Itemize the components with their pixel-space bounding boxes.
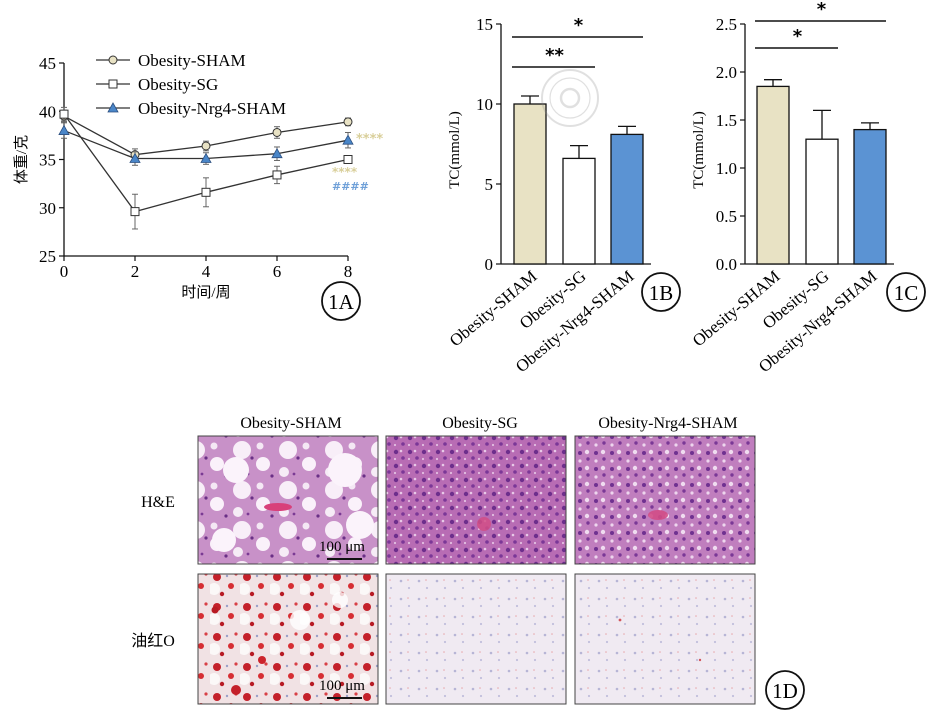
annotation-sham-vs-sg: **** (356, 132, 383, 147)
data-point (272, 170, 282, 180)
panel-1a-y-tick-label: 25 (39, 247, 56, 266)
panel-1b-label-text: 1B (649, 281, 674, 305)
legend-marker (108, 55, 118, 65)
y-tick-label: 0.5 (716, 207, 737, 226)
data-point (342, 134, 354, 145)
y-tick-label: 1.5 (716, 111, 737, 130)
bar-obesity-sg (562, 157, 596, 265)
panel-1b-bars: Obesity-SHAMObesity-SGObesity-Nrg4-SHAM*… (446, 15, 644, 376)
panel-1b-bar-chart: 0 5 10 15 Obesity-SHAMObesity-SGObesity-Nrg… (446, 15, 681, 376)
panel-1c-label-text: 1C (894, 281, 919, 305)
panel-1d-label-text: 1D (772, 679, 798, 703)
y-tick-label: 2.0 (716, 63, 737, 82)
panel-1a-label: 1A (321, 281, 361, 321)
bar-obesity-sham (513, 103, 547, 265)
micrograph-row-label-oil-red-o: 油红O (131, 632, 175, 650)
data-point (201, 141, 211, 151)
panel-1b-y-axis-label: TC(mmol/L) (447, 111, 463, 189)
panel-1b-label: 1B (641, 272, 681, 312)
panel-1d-micrographs: Obesity-SHAM Obesity-SG Obesity-Nrg4-SHA… (131, 415, 805, 710)
panel-1a-legend: Obesity-SHAM Obesity-SG Obesity-Nrg4-SHAM (96, 51, 286, 118)
panel-1a-x-tick-label: 8 (344, 262, 353, 281)
micrograph-he-sham (197, 435, 379, 565)
panel-1a-y-tick-label: 40 (39, 102, 56, 121)
panel-1a-y-tick-label: 30 (39, 199, 56, 218)
micrograph-column-title-sg: Obesity-SG (442, 415, 518, 432)
panel-1d-label: 1D (765, 670, 805, 710)
significance-label: * (574, 15, 584, 36)
y-tick-label: 0.0 (716, 255, 737, 274)
legend-label: Obesity-Nrg4-SHAM (138, 99, 286, 118)
micrograph-oil-red-o-nrg4 (574, 573, 756, 705)
bar-obesity-nrg4-sham (610, 133, 644, 265)
data-point (271, 147, 283, 159)
data-point (129, 152, 141, 163)
legend-label: Obesity-SG (138, 75, 218, 94)
panel-1a-x-tick-label: 6 (273, 262, 282, 281)
panel-1a-axes: 25 30 35 40 45 0 2 4 6 8 (39, 54, 352, 281)
panel-1a-x-tick-label: 2 (131, 262, 140, 281)
y-tick-label: 5 (485, 175, 494, 194)
data-point (343, 155, 353, 164)
significance-label: ** (545, 45, 564, 66)
annotation-sg-vs-nrg4-stars: **** (332, 165, 358, 179)
panel-1a-series (58, 106, 354, 230)
panel-1a-line-chart: 25 30 35 40 45 0 2 4 6 8 体重/克 时间/周 **** **** ####… (13, 51, 383, 321)
watermark-seal-icon (541, 69, 599, 127)
panel-1c-axes: 0.0 0.5 1.0 1.5 2.0 2.5 (716, 15, 894, 274)
data-point (200, 152, 212, 163)
series-obesity-nrg4-sham (58, 122, 354, 166)
panel-1a-y-axis-label: 体重/克 (13, 135, 30, 184)
micrograph-he-nrg4 (574, 435, 756, 565)
data-point (343, 117, 353, 127)
scale-bar-label-he: 100 μm (319, 539, 365, 555)
micrograph-row-label-he: H&E (141, 494, 175, 511)
panel-1c-y-axis-label: TC(mmol/L) (691, 111, 707, 189)
data-point (58, 124, 70, 135)
panel-1c-label: 1C (886, 272, 926, 312)
data-point (272, 127, 282, 137)
data-point (130, 207, 140, 217)
y-tick-label: 1.0 (716, 159, 737, 178)
y-tick-label: 10 (476, 95, 493, 114)
scale-bar-label-oil-red-o: 100 μm (319, 678, 365, 694)
panel-1a-label-text: 1A (328, 290, 355, 314)
significance-label: * (793, 26, 803, 47)
bar-obesity-sg (805, 138, 839, 265)
panel-1a-x-tick-label: 4 (202, 262, 211, 281)
legend-label: Obesity-SHAM (138, 51, 246, 70)
panel-1a-y-tick-label: 45 (39, 54, 56, 73)
micrograph-column-title-sham: Obesity-SHAM (240, 415, 341, 432)
panel-1a-x-tick-label: 0 (60, 262, 69, 281)
y-tick-label: 2.5 (716, 15, 737, 34)
legend-marker (108, 79, 118, 89)
series-obesity-sg (59, 106, 353, 230)
micrograph-oil-red-o-sham (197, 573, 379, 705)
panel-1a-y-tick-label: 35 (39, 151, 56, 170)
y-tick-label: 15 (476, 15, 493, 34)
bar-obesity-nrg4-sham (853, 128, 887, 265)
legend-marker (107, 102, 119, 113)
data-point (59, 109, 69, 119)
bar-obesity-sham (756, 85, 790, 265)
micrograph-oil-red-o-sg (385, 573, 567, 705)
panel-1c-bar-chart: 0.0 0.5 1.0 1.5 2.0 2.5 Obesity-SHAMObesity-S… (689, 0, 926, 376)
panel-1a-x-axis-label: 时间/周 (181, 284, 230, 301)
panel-1c-bars: Obesity-SHAMObesity-SGObesity-Nrg4-SHAM*… (689, 0, 887, 376)
significance-label: * (817, 0, 827, 20)
micrograph-he-sg (385, 435, 567, 565)
annotation-sg-vs-nrg4-hash: #### (332, 180, 369, 193)
micrograph-column-title-nrg4: Obesity-Nrg4-SHAM (598, 415, 737, 432)
data-point (201, 187, 211, 197)
y-tick-label: 0 (485, 255, 494, 274)
